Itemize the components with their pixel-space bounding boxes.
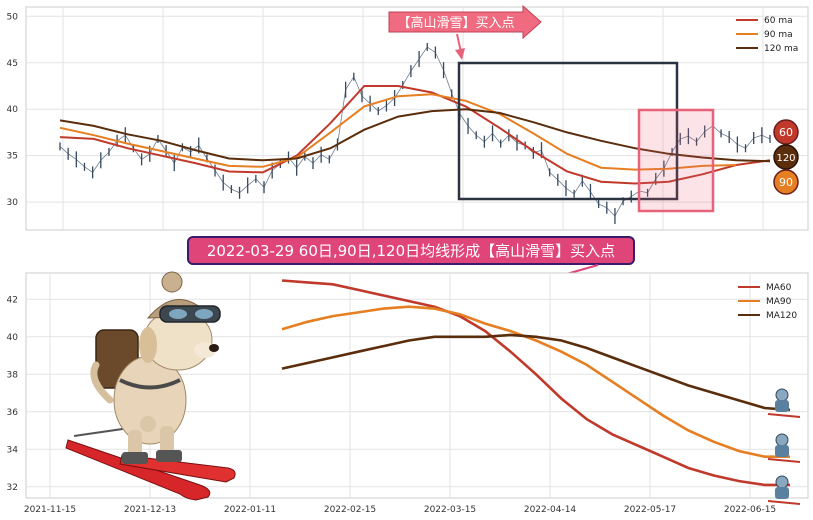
puppy-tail xyxy=(90,361,114,404)
mid-callout: 2022-03-29 60日,90日,120日均线形成【高山滑雪】买入点 xyxy=(187,236,635,285)
ma-badges: 60 120 90 xyxy=(773,119,799,195)
bottom-panel: 32 34 36 38 40 42 2021-11-15 2021-12-13 2022-01… xyxy=(7,271,809,515)
top-y-tick-label: 35 xyxy=(7,152,18,162)
badge-60 xyxy=(773,119,799,145)
mini-skier-head xyxy=(775,475,789,489)
bottom-y-tick-label: 34 xyxy=(7,445,19,455)
goggle-lens-left xyxy=(169,309,187,319)
puppy-paw xyxy=(140,416,156,432)
top-y-tick-label: 50 xyxy=(7,12,19,22)
badge-60-label: 60 xyxy=(779,126,793,139)
bottom-line-MA120 xyxy=(281,333,791,412)
bottom-y-tick-label: 32 xyxy=(7,483,18,493)
mini-skier-ski xyxy=(767,413,801,418)
bottom-ma-lines xyxy=(281,279,791,487)
legend-label-90ma: 90 ma xyxy=(764,30,793,40)
top-y-tick-label: 30 xyxy=(7,198,19,208)
bottom-x-tick-label: 2022-02-15 xyxy=(324,505,376,515)
bottom-x-tick-label: 2021-12-13 xyxy=(124,505,176,515)
callout-pointer-head xyxy=(455,48,465,60)
bottom-x-tick-label: 2022-03-15 xyxy=(424,505,476,515)
puppy-ear xyxy=(139,327,157,363)
bottom-x-tick-labels: 2021-11-15 2021-12-13 2022-01-11 2022-02-15… xyxy=(24,505,776,515)
legend-label-MA60: MA60 xyxy=(766,283,792,293)
mini-skier-body xyxy=(775,445,789,457)
top-ma-lines xyxy=(59,85,771,185)
ski-left xyxy=(65,439,211,501)
goggle-lens-right xyxy=(195,309,213,319)
buy-zone-highlight xyxy=(637,108,715,213)
puppy-leg-front xyxy=(128,430,142,458)
legend-label-MA90: MA90 xyxy=(766,297,792,307)
top-y-tick-label: 45 xyxy=(7,59,18,69)
mini-skier-head xyxy=(775,388,789,402)
top-callout: 【高山滑雪】买入点 xyxy=(388,4,542,60)
bottom-y-tick-label: 36 xyxy=(7,408,19,418)
legend-label-120ma: 120 ma xyxy=(764,44,798,54)
beanie-pompom xyxy=(161,271,183,293)
mini-skier-ski xyxy=(767,458,801,463)
callout-arrow-shape xyxy=(388,4,542,40)
top-line-120-ma xyxy=(59,108,771,163)
bottom-y-tick-label: 38 xyxy=(7,370,19,380)
badge-120-label: 120 xyxy=(776,153,795,164)
consolidation-box xyxy=(457,61,679,201)
bottom-grid xyxy=(26,273,808,498)
puppy-boot-left xyxy=(122,452,148,464)
top-legend: 60 ma 90 ma 120 ma xyxy=(736,16,798,54)
mini-skiers xyxy=(767,388,801,505)
bottom-legend: MA60 MA90 MA120 xyxy=(738,283,797,321)
bottom-x-tick-label: 2021-11-15 xyxy=(24,505,76,515)
mid-callout-text: 2022-03-29 60日,90日,120日均线形成【高山滑雪】买入点 xyxy=(207,242,615,260)
top-line-90-ma xyxy=(59,93,737,171)
mini-skier-body xyxy=(775,400,789,412)
badge-120 xyxy=(773,144,799,170)
bottom-line-MA60 xyxy=(281,279,790,487)
mini-skier-ski xyxy=(767,500,801,505)
mini-skier xyxy=(767,475,801,505)
mini-skier xyxy=(767,433,801,463)
top-y-tick-labels: 30 35 40 45 50 xyxy=(7,12,19,208)
mini-skier-body xyxy=(775,487,789,499)
mid-callout-box xyxy=(187,236,635,265)
puppy-leg-back xyxy=(160,426,174,456)
bottom-x-tick-label: 2022-05-17 xyxy=(624,505,676,515)
ski-right xyxy=(119,454,236,483)
badge-90-label: 90 xyxy=(779,176,793,189)
top-line-60-ma xyxy=(59,85,771,185)
bottom-y-tick-labels: 32 34 36 38 40 42 xyxy=(7,295,19,493)
skiing-puppy-illustration xyxy=(65,271,236,501)
badge-90 xyxy=(773,169,799,195)
mini-skier-head xyxy=(775,433,789,447)
puppy-boot-right xyxy=(156,450,182,462)
puppy-harness xyxy=(119,378,181,390)
mini-skier xyxy=(767,388,801,418)
bottom-x-tick-label: 2022-06-15 xyxy=(724,505,776,515)
bottom-x-tick-label: 2022-04-14 xyxy=(524,505,577,515)
bottom-y-tick-label: 40 xyxy=(7,333,19,343)
bottom-x-tick-label: 2022-01-11 xyxy=(224,505,276,515)
bottom-y-tick-label: 42 xyxy=(7,295,18,305)
top-callout-text: 【高山滑雪】买入点 xyxy=(397,15,514,31)
bottom-line-MA90 xyxy=(281,305,790,458)
top-y-tick-label: 40 xyxy=(7,105,19,115)
puppy-nose xyxy=(209,344,219,352)
legend-label-60ma: 60 ma xyxy=(764,16,793,26)
legend-label-MA120: MA120 xyxy=(766,311,797,321)
